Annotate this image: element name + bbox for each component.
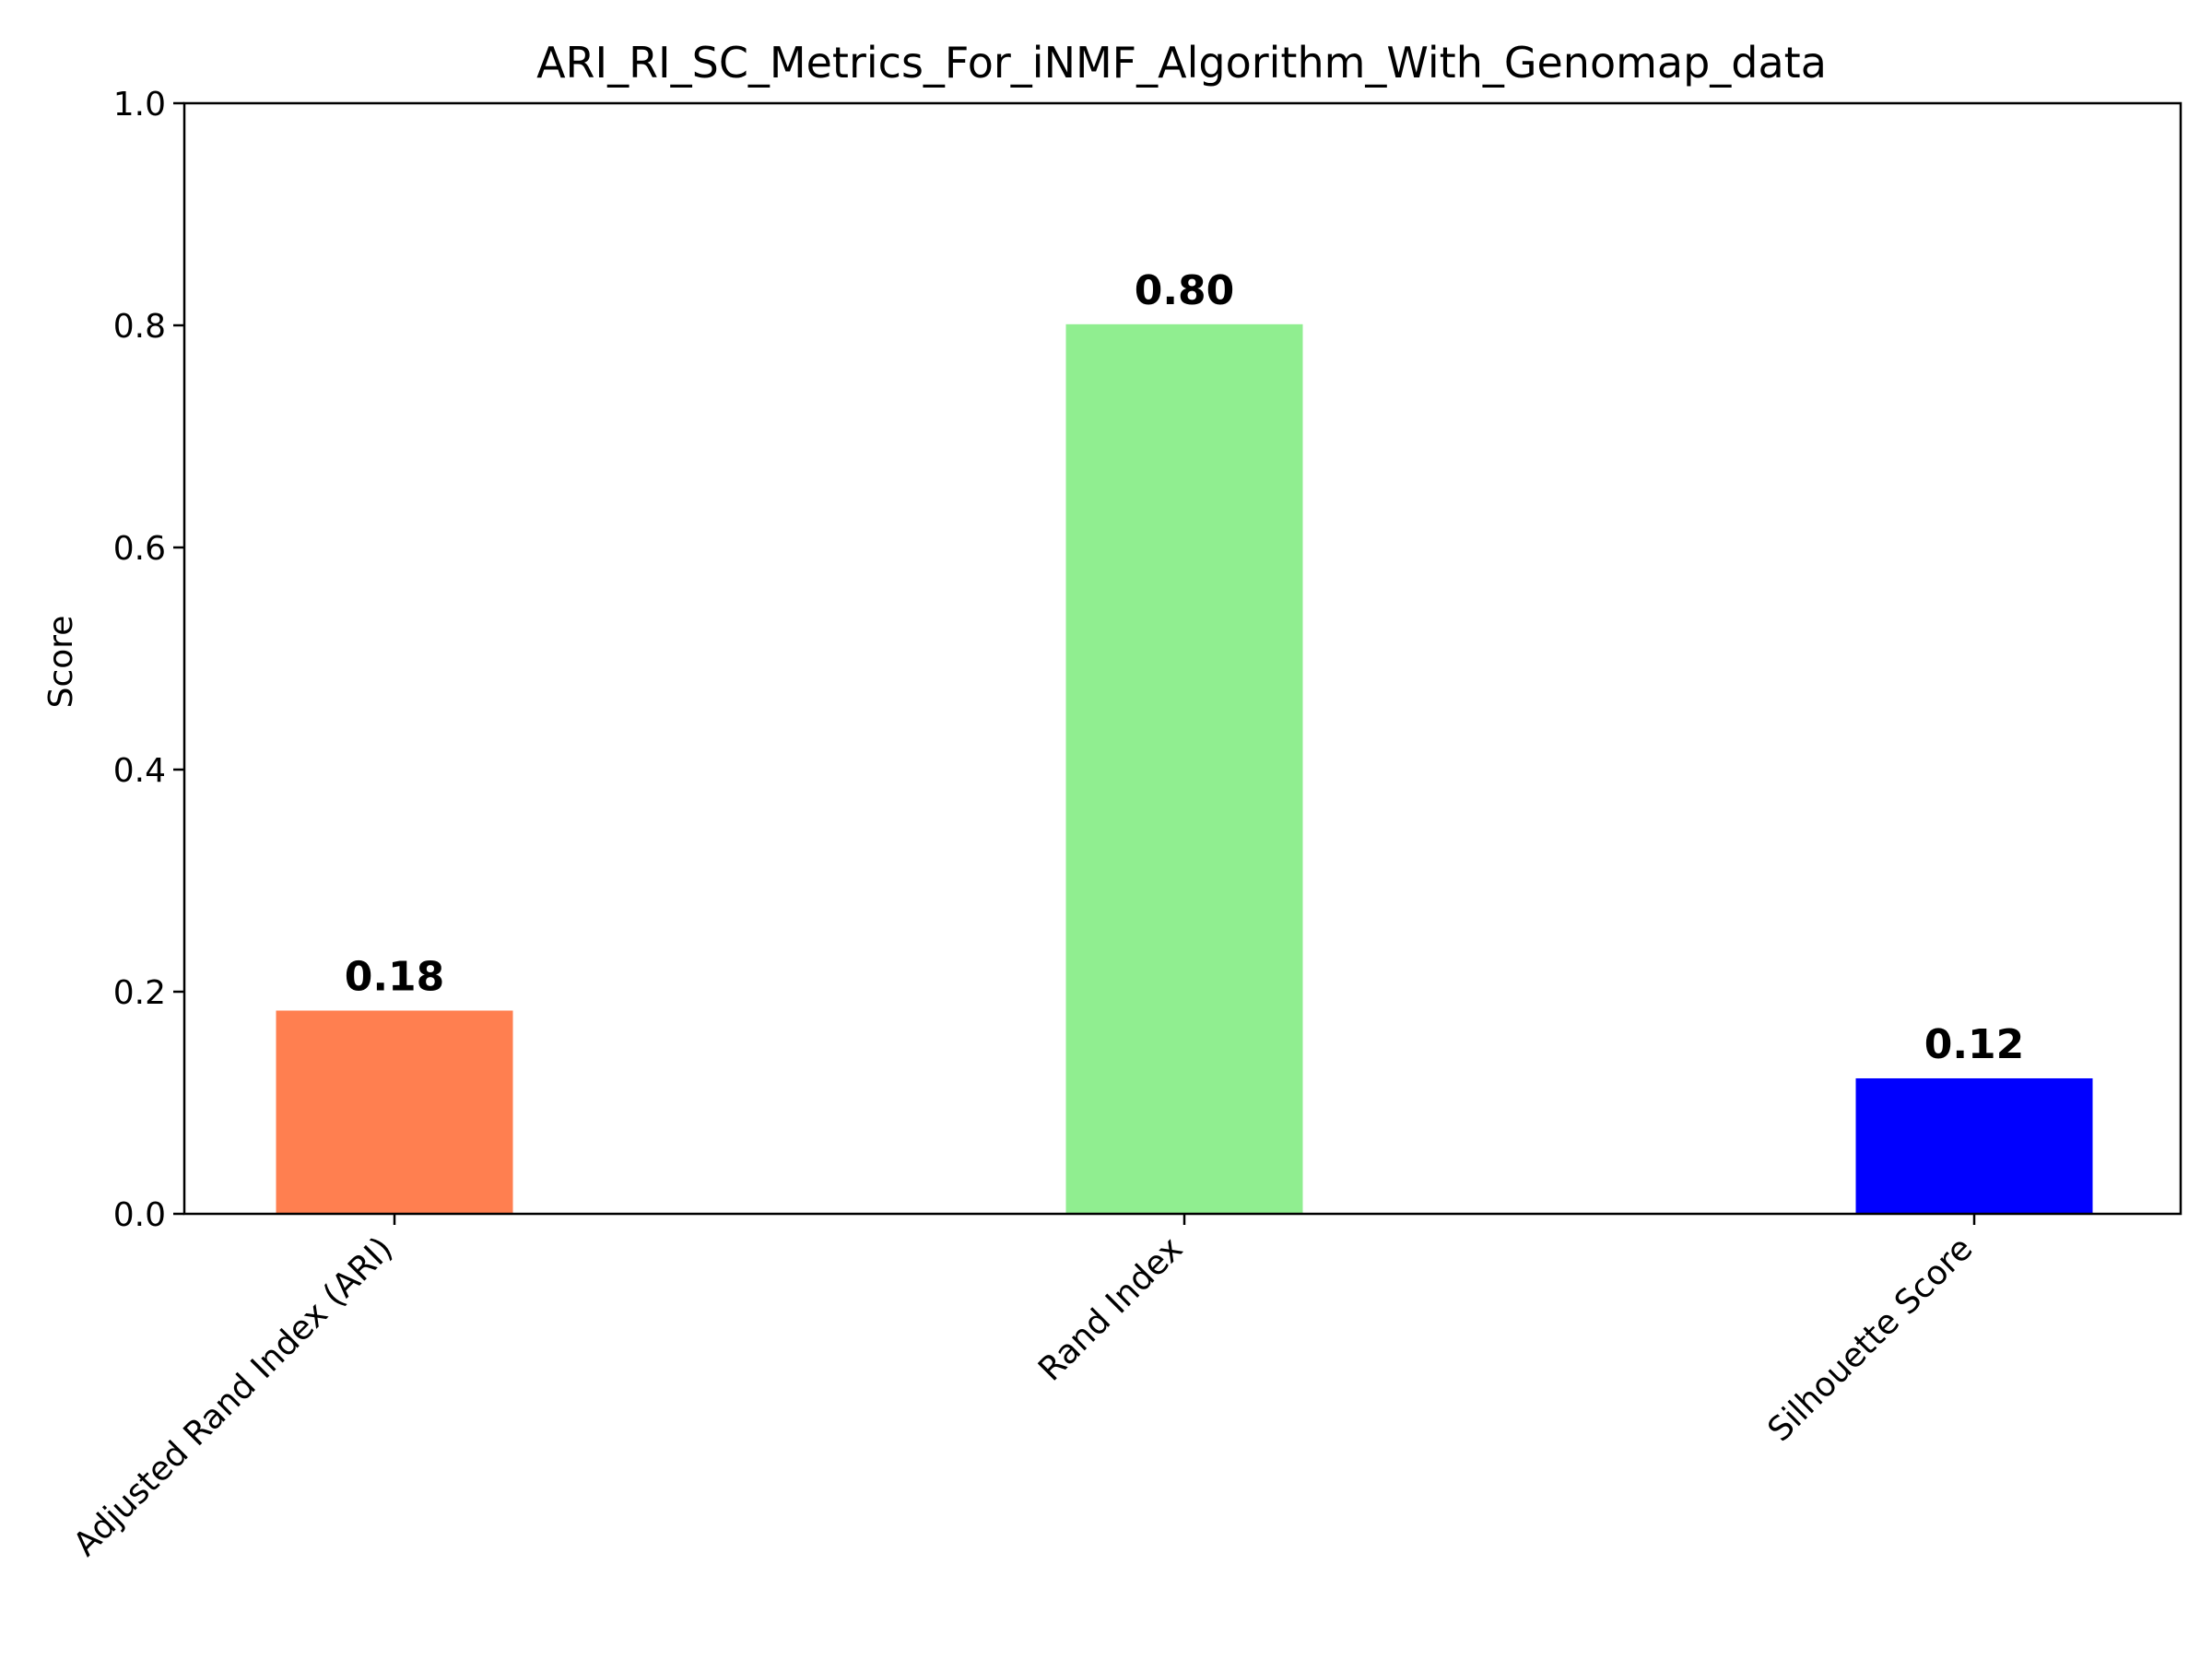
- chart-title: ARI_RI_SC_Metrics_For_iNMF_Algorithm_Wit…: [536, 38, 1827, 88]
- y-axis-label: Score: [42, 616, 80, 709]
- y-tick-label: 0.2: [113, 974, 166, 1012]
- bar: [1065, 324, 1303, 1214]
- bar-value-label: 0.80: [1135, 267, 1235, 314]
- plot-area: 0.0 0.2 0.4 0.6 0.8 1.0 0.18 Adjusted Rand Inde…: [66, 86, 2093, 1564]
- y-tick-label: 0.0: [113, 1196, 166, 1234]
- axes-frame: [182, 101, 2183, 1216]
- bar: [1855, 1077, 2093, 1214]
- y-tick-label: 0.6: [113, 530, 166, 568]
- bar: [276, 1010, 513, 1214]
- x-tick-label: Silhouette Score: [1761, 1230, 1981, 1449]
- x-tick-label: Adjusted Rand Index (ARI): [66, 1230, 400, 1563]
- bar-value-label: 0.18: [345, 953, 445, 1000]
- y-tick-label: 0.8: [113, 308, 166, 346]
- x-tick-label: Rand Index: [1031, 1230, 1190, 1388]
- bar-value-label: 0.12: [1924, 1021, 2025, 1068]
- y-tick-label: 0.4: [113, 752, 166, 790]
- y-tick-label: 1.0: [113, 86, 166, 124]
